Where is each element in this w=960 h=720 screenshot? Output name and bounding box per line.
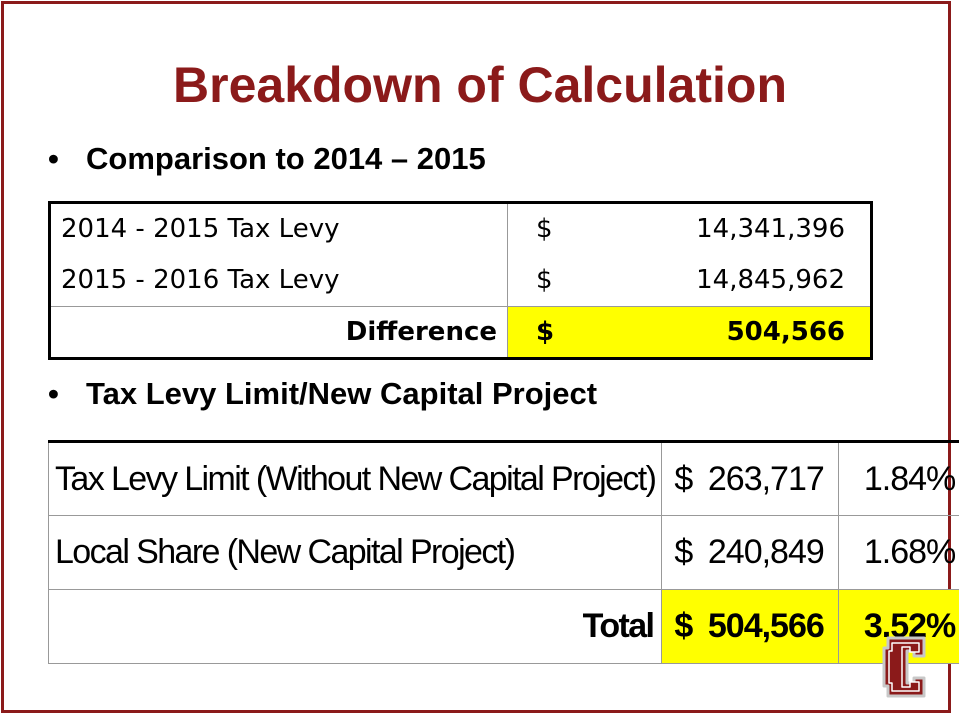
- amount-cell: 504,566: [567, 306, 872, 359]
- row-label: Local Share (New Capital Project): [48, 515, 662, 590]
- slide-title: Breakdown of Calculation: [173, 57, 787, 113]
- amount-cell: 263,717: [701, 441, 839, 516]
- table-row: 2014 - 2015 Tax Levy $ 14,341,396: [50, 202, 872, 255]
- bullet-comparison: • Comparison to 2014 – 2015: [48, 141, 486, 177]
- row-label: 2015 - 2016 Tax Levy: [61, 265, 340, 296]
- block-letter-c-logo-icon: [882, 636, 926, 698]
- table-row: Local Share (New Capital Project) $ 240,…: [48, 515, 960, 590]
- row-label: 2014 - 2015 Tax Levy: [61, 214, 340, 245]
- table-row: Tax Levy Limit (Without New Capital Proj…: [48, 441, 960, 516]
- amount-cell: 14,845,962: [696, 265, 845, 296]
- slide-border: [1, 1, 951, 713]
- difference-row: Difference $ 504,566: [49, 306, 872, 359]
- currency-symbol: $: [661, 441, 702, 516]
- amount-cell: 14,341,396: [696, 214, 845, 245]
- percent-cell: 1.84%: [837, 441, 960, 516]
- bullet-dot: •: [48, 141, 59, 176]
- percent-cell: 1.68%: [837, 515, 960, 590]
- amount-cell: 240,849: [701, 515, 839, 590]
- amount-cell: 504,566: [701, 589, 839, 664]
- table-row: 2015 - 2016 Tax Levy $ 14,845,962: [50, 254, 872, 307]
- comparison-table: 2014 - 2015 Tax Levy $ 14,341,396 2015 -…: [48, 201, 873, 360]
- bullet-levy-limit: • Tax Levy Limit/New Capital Project: [48, 376, 597, 412]
- row-label: Difference: [49, 306, 508, 359]
- currency-symbol: $: [507, 202, 568, 255]
- currency-symbol: $: [507, 306, 568, 359]
- currency-symbol: $: [661, 515, 702, 590]
- row-label: Total: [48, 589, 662, 664]
- currency-symbol: $: [507, 254, 568, 307]
- levy-limit-table: Tax Levy Limit (Without New Capital Proj…: [48, 440, 960, 664]
- bullet-text: Comparison to 2014 – 2015: [86, 141, 486, 176]
- row-label: Tax Levy Limit (Without New Capital Proj…: [48, 441, 662, 516]
- bullet-dot: •: [48, 376, 59, 411]
- total-row: Total $ 504,566 3.52%: [48, 589, 960, 664]
- currency-symbol: $: [661, 589, 702, 664]
- bullet-text: Tax Levy Limit/New Capital Project: [86, 376, 598, 411]
